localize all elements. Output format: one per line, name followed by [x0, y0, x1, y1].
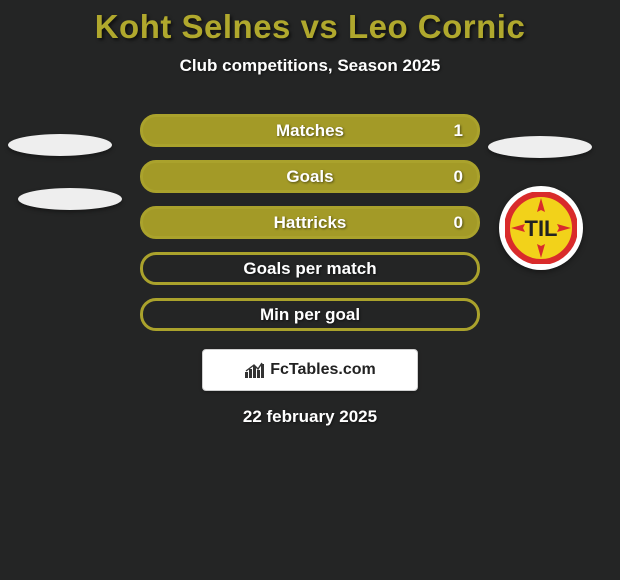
stat-bar: Matches 1: [140, 114, 480, 147]
stat-row: Matches 1: [0, 114, 620, 147]
subtitle: Club competitions, Season 2025: [0, 56, 620, 76]
stat-bar: Goals 0: [140, 160, 480, 193]
fctables-text: FcTables.com: [270, 361, 376, 379]
bar-chart-icon: [244, 361, 266, 379]
stat-value-right: 0: [454, 213, 463, 233]
stat-row: Min per goal: [0, 298, 620, 331]
stat-value-right: 0: [454, 167, 463, 187]
page-title: Koht Selnes vs Leo Cornic: [0, 8, 620, 46]
stat-value-right: 1: [454, 121, 463, 141]
stat-bar: Hattricks 0: [140, 206, 480, 239]
stat-row: Hattricks 0: [0, 206, 620, 239]
stat-label: Hattricks: [274, 213, 347, 233]
stats-container: Matches 1 Goals 0 Hattricks 0 Goals per match M…: [0, 114, 620, 331]
stat-bar: Min per goal: [140, 298, 480, 331]
stat-label: Goals: [286, 167, 333, 187]
stat-bar: Goals per match: [140, 252, 480, 285]
fctables-attribution: FcTables.com: [202, 349, 418, 391]
stat-row: Goals per match: [0, 252, 620, 285]
stat-row: Goals 0: [0, 160, 620, 193]
stat-label: Min per goal: [260, 305, 360, 325]
stat-label: Goals per match: [243, 259, 376, 279]
date-caption: 22 february 2025: [0, 407, 620, 427]
stat-label: Matches: [276, 121, 344, 141]
